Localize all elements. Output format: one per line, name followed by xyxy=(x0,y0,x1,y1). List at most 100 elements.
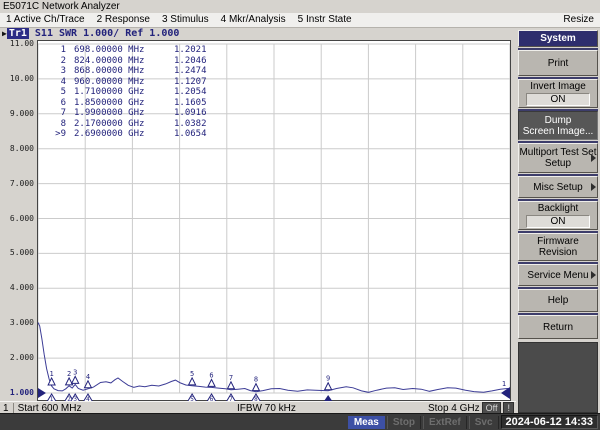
trace-marker-icon xyxy=(70,375,80,384)
menu-bar: 1 Active Ch/Trace 2 Response 3 Stimulus 4 M… xyxy=(0,13,600,28)
y-axis-label: 5.000 xyxy=(9,248,34,258)
softkey-label: Service Menu xyxy=(527,269,589,281)
softkey-label: Backlight xyxy=(537,203,579,214)
marker-frequency: 824.00000 MHz xyxy=(74,55,145,66)
softkey-menu-filler xyxy=(518,342,598,413)
softkey-label: Firmware xyxy=(537,236,579,247)
marker-value: 1.0654 xyxy=(174,129,207,139)
softkey-help[interactable]: Help xyxy=(518,289,598,312)
stimulus-marker-number: 5 xyxy=(190,396,194,401)
softkey-system[interactable]: System xyxy=(518,30,598,47)
trace-marker-icon xyxy=(207,378,216,387)
y-axis-label: 6.000 xyxy=(9,213,34,223)
stimulus-marker-number: 6 xyxy=(210,396,214,401)
marker-table-row: 1 698.00000 MHz 1.2021 xyxy=(52,45,207,56)
ifbw-label: IFBW 70 kHz xyxy=(237,402,296,414)
trace-marker-icon xyxy=(187,376,197,386)
trace-measurement-label: S11 SWR 1.000/ Ref 1.000 xyxy=(28,28,180,39)
trace-marker-icon xyxy=(323,381,333,391)
softkey-label: Invert Image xyxy=(530,81,586,92)
trace-marker-number: 3 xyxy=(73,368,77,376)
softkey-firmware-revision[interactable]: Firmware Revision xyxy=(518,233,598,261)
submenu-arrow-icon xyxy=(591,271,596,279)
menu-3-stimulus[interactable]: 3 Stimulus xyxy=(161,14,209,25)
marker-table-row: 6 1.8500000 GHz 1.1605 xyxy=(52,98,207,109)
datetime-display: 2024-06-12 14:33 xyxy=(500,415,598,429)
softkey-toggle-state: ON xyxy=(526,93,590,106)
marker-table-row: 4 960.00000 MHz 1.1207 xyxy=(52,77,207,88)
menu-4-mkr-analysis[interactable]: 4 Mkr/Analysis xyxy=(220,14,286,25)
stimulus-marker-number: 1 xyxy=(50,396,54,401)
stop-frequency-group: Stop 4 GHz Off! xyxy=(428,402,516,414)
channel-status-bar: 1 Start 600 MHz IFBW 70 kHz Stop 4 GHz O… xyxy=(0,401,516,414)
marker-value: 1.2021 xyxy=(174,45,207,55)
trace-status-line: ▶ Tr1 S11 SWR 1.000/ Ref 1.000 xyxy=(2,27,179,40)
softkey-invert-image[interactable]: Invert Image ON xyxy=(518,79,598,108)
softkey-label: Screen Image... xyxy=(522,125,594,137)
stop-frequency-label: Stop 4 GHz xyxy=(427,402,480,414)
stimulus-marker-number: 3 xyxy=(73,396,77,401)
softkey-label: Print xyxy=(547,57,569,69)
softkey-menu: System Print Invert Image ON Dump Screen Imag… xyxy=(516,27,600,413)
marker-frequency: 1.9900000 GHz xyxy=(74,108,145,118)
marker-table-row: 7 1.9900000 GHz 1.0916 xyxy=(52,108,207,119)
y-axis-label: 3.000 xyxy=(9,318,34,328)
marker-number: 5 xyxy=(60,87,66,97)
marker-value: 1.1605 xyxy=(174,97,207,108)
trace-marker-number: 8 xyxy=(254,376,258,384)
softkey-multiport-test-set-setup[interactable]: Multiport Test Set Setup xyxy=(518,143,598,173)
stop-status-label: Stop xyxy=(386,415,422,429)
menu-2-response[interactable]: 2 Response xyxy=(96,14,150,25)
y-axis-label: 2.000 xyxy=(9,353,34,363)
stimulus-marker-number: 8 xyxy=(254,396,258,401)
softkey-service-menu[interactable]: Service Menu xyxy=(518,264,598,286)
menu-5-instr-state[interactable]: 5 Instr State xyxy=(297,14,352,25)
sweep-end-indicator-icon xyxy=(501,387,510,399)
menu-1-active-ch-trace[interactable]: 1 Active Ch/Trace xyxy=(6,14,85,25)
marker-frequency: 960.00000 MHz xyxy=(74,76,145,87)
title-bar: E5071C Network Analyzer xyxy=(0,0,600,13)
marker-value: 1.2054 xyxy=(174,87,207,97)
marker-number: >9 xyxy=(55,129,66,139)
marker-value: 1.2046 xyxy=(174,55,207,66)
trace-marker-number: 5 xyxy=(190,370,194,378)
softkey-backlight[interactable]: Backlight ON xyxy=(518,201,598,230)
softkey-label: Help xyxy=(547,295,569,306)
marker-table-row: 3 868.00000 MHz 1.2474 xyxy=(52,66,207,77)
menu-items: 1 Active Ch/Trace 2 Response 3 Stimulus 4 M… xyxy=(0,13,358,27)
y-axis-label: 1.000 xyxy=(9,388,34,397)
swr-trace xyxy=(37,322,511,393)
marker-value: 1.2474 xyxy=(174,66,207,76)
softkey-label: Revision xyxy=(538,247,578,258)
trace-marker-number: 7 xyxy=(229,374,233,382)
trace-marker-number: 9 xyxy=(326,375,330,383)
reference-level-arrow-icon xyxy=(38,388,46,398)
resize-control[interactable]: Resize xyxy=(563,14,594,25)
softkey-misc-setup[interactable]: Misc Setup xyxy=(518,176,598,198)
marker-number: 6 xyxy=(60,97,66,108)
marker-number: 3 xyxy=(60,66,66,76)
stimulus-marker-number: 7 xyxy=(229,396,233,401)
plot-border xyxy=(37,40,511,401)
marker-value: 1.0916 xyxy=(174,108,207,118)
stimulus-marker-number: 4 xyxy=(86,396,90,401)
start-frequency-label: Start 600 MHz xyxy=(17,402,82,414)
softkey-dump-screen-image-[interactable]: Dump Screen Image... xyxy=(518,111,598,140)
trace-marker-icon xyxy=(64,376,74,386)
trace-name-badge[interactable]: Tr1 xyxy=(6,28,29,39)
stimulus-marker-number: 2 xyxy=(67,396,71,401)
softkey-return[interactable]: Return xyxy=(518,315,598,339)
window-title: E5071C Network Analyzer xyxy=(3,1,120,12)
sweep-end-trace-number: 1 xyxy=(502,380,506,388)
marker-number: 7 xyxy=(60,108,66,118)
trace-marker-icon xyxy=(83,379,93,389)
y-axis-label: 4.000 xyxy=(9,283,34,293)
marker-frequency: 868.00000 MHz xyxy=(74,66,145,76)
softkey-print[interactable]: Print xyxy=(518,50,598,76)
marker-table-row: 5 1.7100000 GHz 1.2054 xyxy=(52,87,207,98)
softkey-label: Return xyxy=(542,321,573,333)
y-axis-label: 8.000 xyxy=(9,143,34,153)
